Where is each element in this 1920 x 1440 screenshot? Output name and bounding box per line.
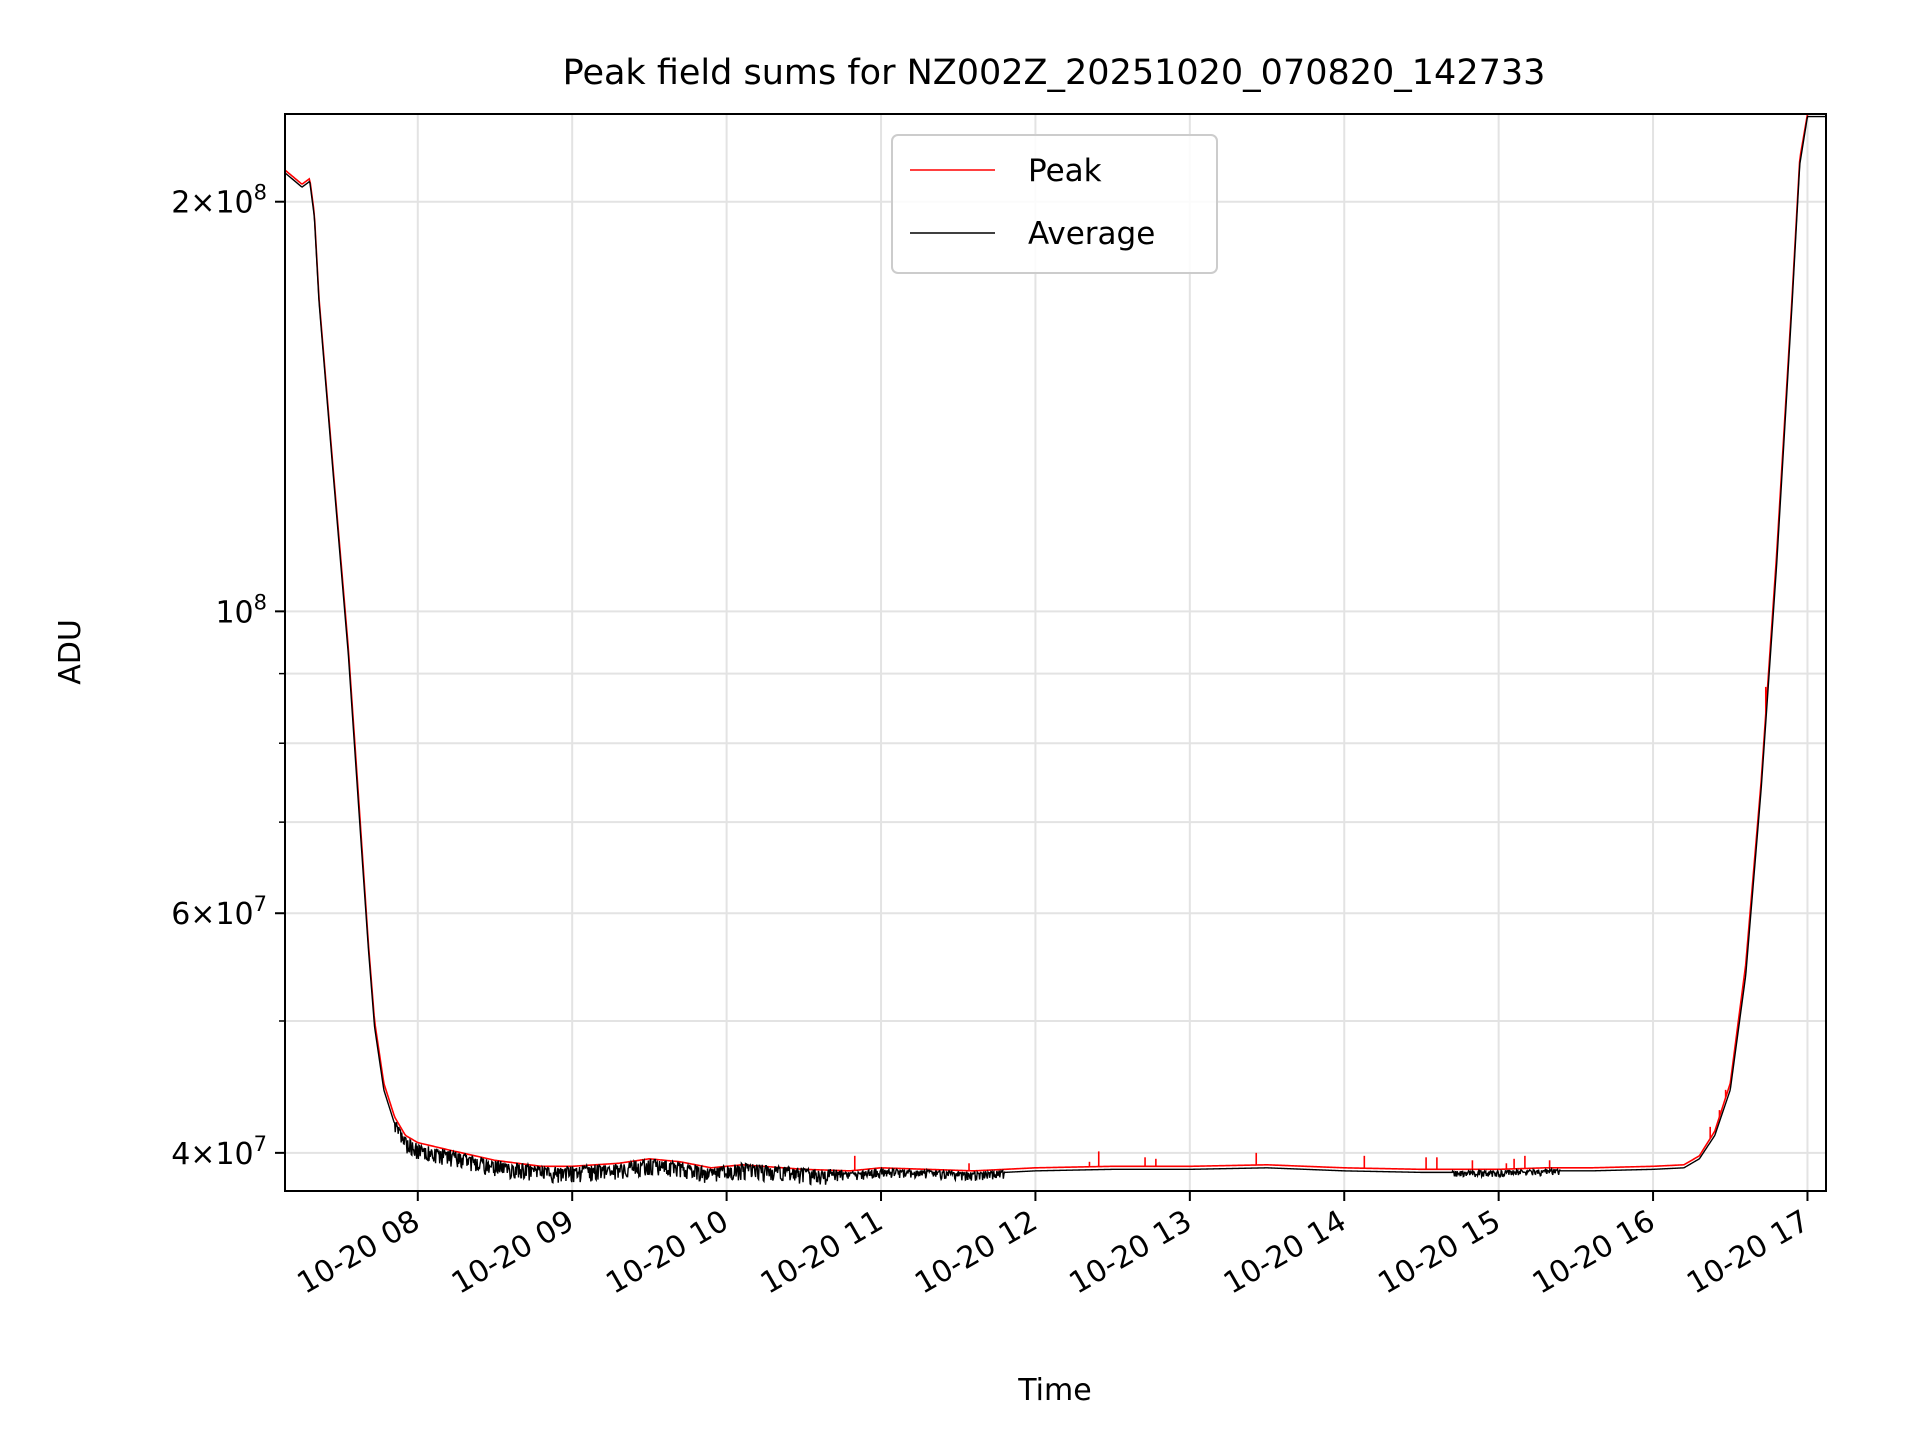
legend-label-peak: Peak (1028, 153, 1102, 189)
legend-label-average: Average (1028, 216, 1155, 252)
y-tick-mantissa: 6 (171, 897, 190, 932)
chart-title: Peak field sums for NZ002Z_20251020_0708… (563, 53, 1546, 93)
y-tick-exponent: 7 (254, 892, 267, 916)
series-layer (285, 114, 1826, 1186)
y-tick-mantissa: 4 (171, 1137, 190, 1172)
y-tick-label: 2×108 (171, 181, 267, 221)
y-tick-exponent: 8 (254, 590, 267, 614)
y-axis: 4×107 6×107 108 2×108 (171, 181, 285, 1172)
y-tick-exponent: 7 (254, 1132, 267, 1156)
y-tick-label: 108 (215, 590, 267, 630)
x-axis-label: Time (1017, 1373, 1091, 1408)
y-tick-label: 6×107 (171, 892, 267, 932)
legend: Peak Average (891, 134, 1218, 274)
plot-frame (284, 113, 1827, 1192)
y-tick-mantissa: 2 (171, 186, 190, 221)
series-line-average (285, 115, 1826, 1186)
y-tick-exponent: 8 (254, 181, 267, 205)
y-axis-label: ADU (53, 619, 88, 685)
y-tick-label: 4×107 (171, 1132, 267, 1172)
